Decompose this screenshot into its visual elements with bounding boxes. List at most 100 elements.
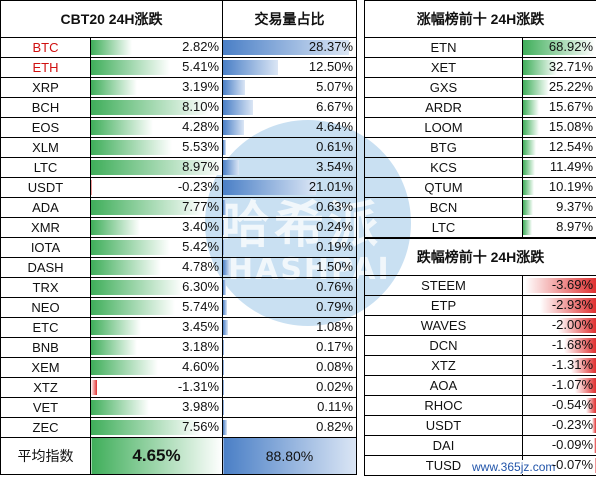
change-value: -3.69% <box>551 277 594 292</box>
cbt-row: LTC 8.97% 3.54% <box>0 157 358 178</box>
change-cell: -0.23% <box>89 177 224 198</box>
volume-cell: 0.08% <box>222 357 358 378</box>
change-bar <box>91 280 183 295</box>
change-cell: 6.30% <box>89 277 224 298</box>
change-cell: 7.77% <box>89 197 224 218</box>
losers-header: 跌幅榜前十 24H涨跌 <box>363 238 596 276</box>
volume-bar <box>223 340 225 355</box>
volume-cell: 0.11% <box>222 397 358 418</box>
volume-bar <box>223 280 227 295</box>
volume-value: 0.79% <box>316 299 354 314</box>
coin-symbol: DCN <box>364 335 523 356</box>
volume-value: 0.11% <box>317 399 354 414</box>
cbt20-table: CBT20 24H涨跌 交易量占比 BTC 2.82% 28.37% ETH 5.41%… <box>0 0 358 475</box>
volume-bar <box>223 180 317 195</box>
coin-symbol: ETP <box>364 295 523 316</box>
gainer-row: KCS 11.49% <box>364 157 596 178</box>
change-cell: -1.68% <box>521 335 596 356</box>
loser-row: RHOC -0.54% <box>364 395 596 416</box>
volume-value: 0.08% <box>316 359 354 374</box>
gainer-row: LTC 8.97% <box>364 217 596 238</box>
coin-symbol: GXS <box>364 77 523 98</box>
change-cell: 8.97% <box>521 217 596 238</box>
volume-share-header: 交易量占比 <box>222 0 358 38</box>
volume-cell: 0.61% <box>222 137 358 158</box>
volume-value: 4.64% <box>316 119 354 134</box>
change-cell: 4.60% <box>89 357 224 378</box>
change-bar <box>91 120 154 135</box>
volume-cell: 0.24% <box>222 217 358 238</box>
volume-cell: 0.02% <box>222 377 358 398</box>
volume-bar <box>223 320 228 335</box>
change-bar <box>91 240 170 255</box>
change-value: 11.49% <box>549 159 594 174</box>
cbt-row: ETC 3.45% 1.08% <box>0 317 358 338</box>
change-value: 5.74% <box>182 299 220 314</box>
change-value: 7.56% <box>182 419 220 434</box>
change-bar <box>594 438 596 453</box>
change-cell: 5.42% <box>89 237 224 258</box>
volume-cell: 0.63% <box>222 197 358 218</box>
volume-bar <box>223 100 253 115</box>
volume-cell: 6.67% <box>222 97 358 118</box>
volume-value: 0.61% <box>316 139 354 154</box>
change-bar <box>594 458 596 473</box>
cbt-row: BTC 2.82% 28.37% <box>0 37 358 58</box>
change-bar <box>91 260 161 275</box>
change-value: 15.08% <box>548 119 594 134</box>
change-cell: 15.08% <box>521 117 596 138</box>
average-row: 平均指数 4.65% 88.80% <box>0 437 358 475</box>
gainer-row: GXS 25.22% <box>364 77 596 98</box>
change-bar <box>523 200 533 215</box>
change-bar <box>91 320 142 335</box>
change-bar <box>91 160 222 175</box>
volume-cell: 21.01% <box>222 177 358 198</box>
change-bar <box>91 420 202 435</box>
coin-symbol: DAI <box>364 435 523 456</box>
change-value: 5.41% <box>182 59 220 74</box>
cbt20-header: CBT20 24H涨跌 <box>0 0 224 38</box>
volume-bar <box>223 80 246 95</box>
volume-bar <box>223 360 225 375</box>
coin-symbol: ARDR <box>364 97 523 118</box>
volume-bar <box>223 220 225 235</box>
loser-row: USDT -0.23% <box>364 415 596 436</box>
change-value: 12.54% <box>548 139 594 154</box>
change-bar <box>523 180 534 195</box>
cbt-row: ETH 5.41% 12.50% <box>0 57 358 78</box>
volume-value: 0.19% <box>316 239 354 254</box>
volume-bar <box>223 300 227 315</box>
gainer-row: QTUM 10.19% <box>364 177 596 198</box>
change-cell: -0.09% <box>521 435 596 456</box>
change-value: 15.67% <box>548 99 594 114</box>
coin-symbol: XMR <box>0 217 91 238</box>
change-value: -1.31% <box>551 357 594 372</box>
change-value: -0.54% <box>551 397 594 412</box>
change-cell: 8.10% <box>89 97 224 118</box>
change-bar <box>523 220 533 235</box>
change-value: -2.00% <box>551 317 594 332</box>
change-bar <box>91 220 141 235</box>
change-value: 7.77% <box>182 199 220 214</box>
rankings-panel: 涨幅榜前十 24H涨跌 ETN 68.92% XET 32.71% GXS 25.22% A… <box>363 0 596 481</box>
volume-cell: 1.08% <box>222 317 358 338</box>
change-value: -1.07% <box>551 377 594 392</box>
gainers-table: 涨幅榜前十 24H涨跌 ETN 68.92% XET 32.71% GXS 25.22% A… <box>363 0 596 238</box>
change-cell: 32.71% <box>521 57 596 78</box>
coin-symbol: XET <box>364 57 523 78</box>
gainers-header: 涨幅榜前十 24H涨跌 <box>363 0 596 38</box>
change-value: 8.10% <box>182 99 220 114</box>
volume-value: 28.37% <box>308 39 354 54</box>
coin-symbol: ZEC <box>0 417 91 438</box>
coin-symbol: BCH <box>0 97 91 118</box>
change-value: 10.19% <box>548 179 594 194</box>
coin-symbol: BTG <box>364 137 523 158</box>
gainers-header-row: 涨幅榜前十 24H涨跌 <box>363 0 596 38</box>
volume-bar <box>223 420 227 435</box>
volume-value: 5.07% <box>316 79 354 94</box>
coin-symbol: USDT <box>364 415 523 436</box>
change-bar <box>91 400 149 415</box>
change-bar <box>91 360 158 375</box>
change-cell: -1.31% <box>521 355 596 376</box>
change-value: 3.18% <box>182 339 220 354</box>
